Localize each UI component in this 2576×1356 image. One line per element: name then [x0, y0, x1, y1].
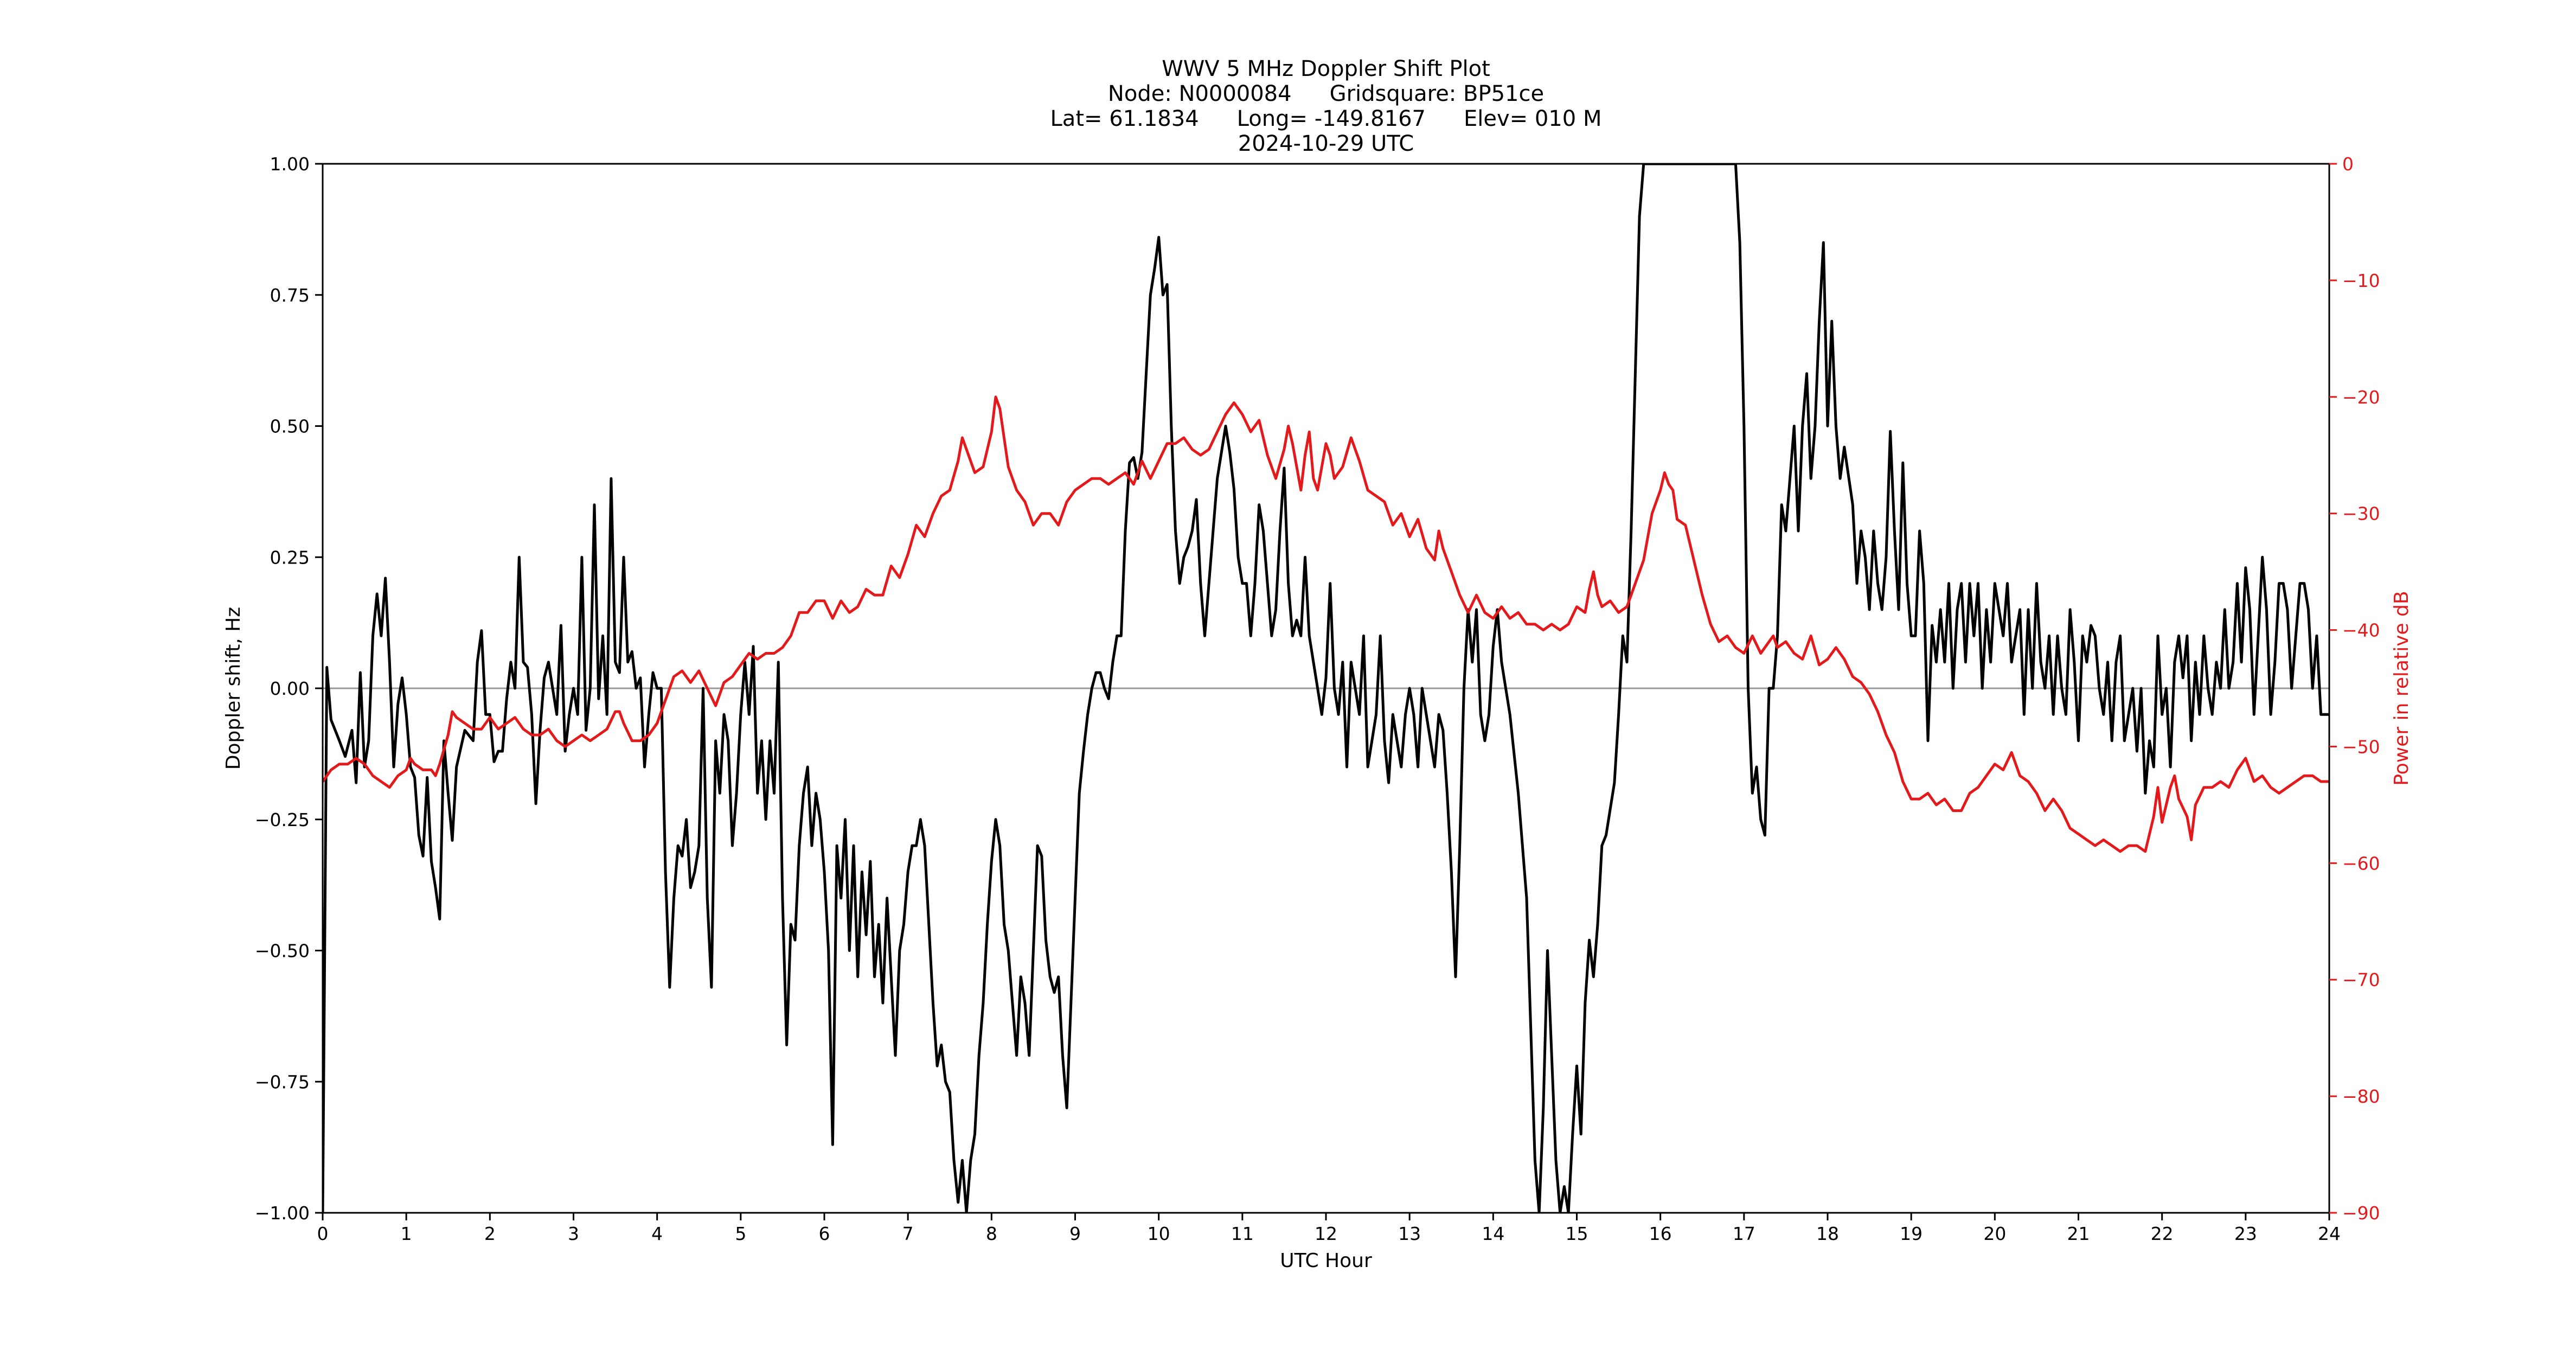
chart-title: WWV 5 MHz Doppler Shift Plot	[1162, 56, 1490, 81]
x-tick-label: 1	[401, 1223, 412, 1244]
y2-tick-label: −10	[2342, 270, 2380, 291]
x-tick-label: 22	[2151, 1223, 2174, 1244]
y-tick-label: 1.00	[270, 153, 310, 175]
x-tick-label: 24	[2318, 1223, 2341, 1244]
x-tick-label: 11	[1231, 1223, 1254, 1244]
y-tick-label: −0.50	[255, 941, 310, 962]
y-tick-label: 0.00	[270, 678, 310, 699]
y-axis-label: Doppler shift, Hz	[222, 607, 245, 770]
y2-tick-label: −60	[2342, 853, 2380, 874]
x-tick-label: 3	[568, 1223, 579, 1244]
x-tick-label: 17	[1733, 1223, 1755, 1244]
chart-subtitle-location: Lat= 61.1834 Long= -149.8167 Elev= 010 M	[1050, 106, 1602, 131]
y2-tick-label: −30	[2342, 503, 2380, 525]
x-tick-label: 23	[2234, 1223, 2257, 1244]
y-tick-label: −1.00	[255, 1203, 310, 1224]
y-tick-label: 0.25	[270, 547, 310, 568]
power-series-line	[323, 395, 2329, 853]
y2-tick-label: −90	[2342, 1203, 2380, 1224]
x-tick-label: 14	[1482, 1223, 1504, 1244]
x-axis-label: UTC Hour	[1280, 1250, 1372, 1272]
chart-subtitle-node: Node: N0000084 Gridsquare: BP51ce	[1107, 81, 1545, 106]
y2-tick-label: −40	[2342, 620, 2380, 641]
y-tick-label: 0.75	[270, 285, 310, 306]
doppler-series-line	[323, 164, 2329, 1213]
chart-subtitle-date: 2024-10-29 UTC	[1238, 131, 1414, 156]
y2-tick-label: −50	[2342, 736, 2380, 757]
y2-tick-label: 0	[2342, 153, 2354, 175]
series-layer	[323, 164, 2329, 1213]
y2-tick-label: −80	[2342, 1086, 2380, 1107]
x-tick-label: 16	[1649, 1223, 1672, 1244]
x-tick-label: 12	[1315, 1223, 1337, 1244]
x-tick-label: 10	[1148, 1223, 1170, 1244]
x-tick-label: 19	[1900, 1223, 1923, 1244]
x-tick-label: 7	[902, 1223, 914, 1244]
y2-tick-label: −70	[2342, 969, 2380, 990]
x-tick-label: 0	[317, 1223, 329, 1244]
x-tick-label: 6	[819, 1223, 830, 1244]
y2-tick-label: −20	[2342, 387, 2380, 408]
x-tick-label: 5	[735, 1223, 746, 1244]
x-tick-label: 9	[1069, 1223, 1081, 1244]
x-tick-label: 2	[484, 1223, 496, 1244]
x-tick-label: 18	[1816, 1223, 1839, 1244]
y-tick-label: −0.75	[255, 1071, 310, 1092]
y2-axis-label: Power in relative dB	[2391, 591, 2413, 785]
y-tick-label: −0.25	[255, 809, 310, 830]
x-tick-label: 13	[1398, 1223, 1421, 1244]
axes-layer: 0 1 2 3 4 5 6 7 8 9 10 11 12 13 14 15 16 17 18 19 20 21 22 23 24…	[255, 153, 2380, 1244]
x-tick-label: 8	[986, 1223, 997, 1244]
x-tick-label: 15	[1566, 1223, 1588, 1244]
x-tick-label: 20	[1983, 1223, 2006, 1244]
x-tick-label: 4	[651, 1223, 663, 1244]
y-tick-label: 0.50	[270, 416, 310, 437]
x-tick-label: 21	[2067, 1223, 2090, 1244]
